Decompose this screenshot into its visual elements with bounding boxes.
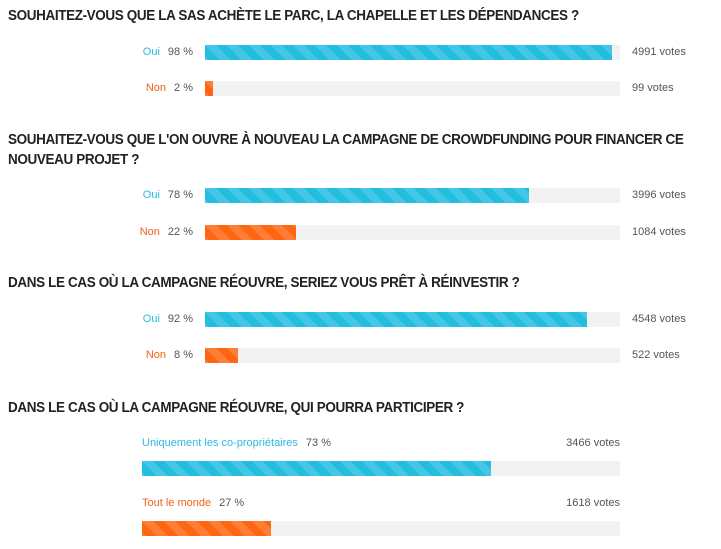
option-label: Oui <box>142 189 160 201</box>
option-label: Non <box>145 349 167 361</box>
progress-bar <box>205 225 620 240</box>
poll-option-oui: Oui 98 % 4991 votes <box>0 44 721 60</box>
question-title: DANS LE CAS OÙ LA CAMPAGNE RÉOUVRE, SERI… <box>8 275 520 291</box>
progress-fill <box>142 521 272 536</box>
progress-fill <box>205 45 612 60</box>
progress-fill <box>205 348 239 363</box>
progress-fill <box>205 312 587 327</box>
vote-count: 4991 votes <box>632 46 686 58</box>
poll-option-non: Non 22 % 1084 votes <box>0 224 721 240</box>
option-label: Oui <box>142 313 160 325</box>
poll-option-oui: Oui 92 % 4548 votes <box>0 311 721 327</box>
question-title: DANS LE CAS OÙ LA CAMPAGNE RÉOUVRE, QUI … <box>8 400 465 416</box>
option-label: Tout le monde <box>142 497 212 509</box>
option-percent: 92 % <box>167 313 193 325</box>
progress-bar <box>205 45 620 60</box>
progress-fill <box>205 188 529 203</box>
option-label: Uniquement les co-propriétaires <box>142 437 298 449</box>
progress-bar <box>205 81 620 96</box>
option-percent: 8 % <box>174 349 193 361</box>
option-percent: 22 % <box>167 226 193 238</box>
progress-fill <box>205 81 214 96</box>
vote-count: 3996 votes <box>632 189 686 201</box>
option-label: Non <box>139 226 160 238</box>
option-percent: 98 % <box>167 46 193 58</box>
vote-count: 4548 votes <box>632 313 686 325</box>
progress-bar <box>205 312 620 327</box>
vote-count: 522 votes <box>632 349 680 361</box>
poll-option-non: Non 8 % 522 votes <box>0 347 721 363</box>
option-percent: 78 % <box>167 189 193 201</box>
vote-count: 3466 votes <box>566 437 620 449</box>
option-label: Non <box>145 82 167 94</box>
progress-fill <box>205 225 297 240</box>
progress-bar <box>205 188 620 203</box>
option-label: Oui <box>142 46 160 58</box>
vote-count: 1618 votes <box>566 497 620 509</box>
vote-count: 1084 votes <box>632 226 686 238</box>
poll-option-non: Non 2 % 99 votes <box>0 80 721 96</box>
question-title: SOUHAITEZ-VOUS QUE LA SAS ACHÈTE LE PARC… <box>8 8 579 24</box>
progress-fill <box>142 461 491 476</box>
progress-bar <box>142 461 620 476</box>
option-percent: 2 % <box>174 82 193 94</box>
option-percent: 27 % <box>219 497 245 509</box>
progress-bar <box>205 348 620 363</box>
poll-option-oui: Oui 78 % 3996 votes <box>0 187 721 203</box>
option-percent: 73 % <box>305 437 331 449</box>
question-title: SOUHAITEZ-VOUS QUE L'ON OUVRE À NOUVEAU … <box>8 132 684 168</box>
vote-count: 99 votes <box>632 82 674 94</box>
progress-bar <box>142 521 620 536</box>
